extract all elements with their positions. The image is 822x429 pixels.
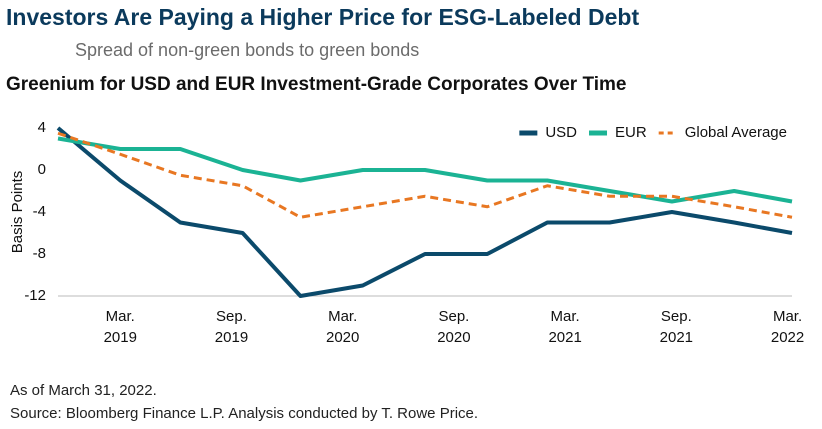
legend-label: EUR (615, 124, 647, 141)
subtitle: Spread of non-green bonds to green bonds (75, 40, 420, 60)
title: Investors Are Paying a Higher Price for … (6, 4, 640, 30)
line-series (57, 136, 793, 204)
y-tick-label: -4 (33, 203, 46, 220)
line-series (56, 126, 793, 298)
legend-label: USD (545, 124, 577, 141)
x-tick-label: Mar. 2022 (770, 308, 805, 346)
chart-title: Greenium for USD and EUR Investment-Grad… (6, 74, 627, 95)
y-axis-label: Basis Points (9, 171, 26, 254)
x-tick-label: Sep. 2019 (214, 308, 249, 346)
x-tick-label: Mar. 2019 (103, 308, 137, 346)
note: As of March 31, 2022. (10, 382, 157, 399)
x-tick-label: Sep. 2020 (437, 308, 471, 346)
legend-label: Global Average (685, 124, 787, 141)
y-tick-label: 0 (38, 161, 46, 178)
x-tick-label: Mar. 2020 (326, 308, 360, 346)
x-tick-label: Mar. 2021 (548, 308, 582, 346)
y-tick-label: -8 (33, 245, 46, 262)
note: Source: Bloomberg Finance L.P. Analysis … (10, 405, 479, 422)
line-series (57, 131, 793, 219)
y-tick-label: 4 (38, 119, 46, 136)
x-tick-label: Sep. 2021 (659, 308, 694, 346)
y-tick-label: -12 (24, 287, 46, 304)
